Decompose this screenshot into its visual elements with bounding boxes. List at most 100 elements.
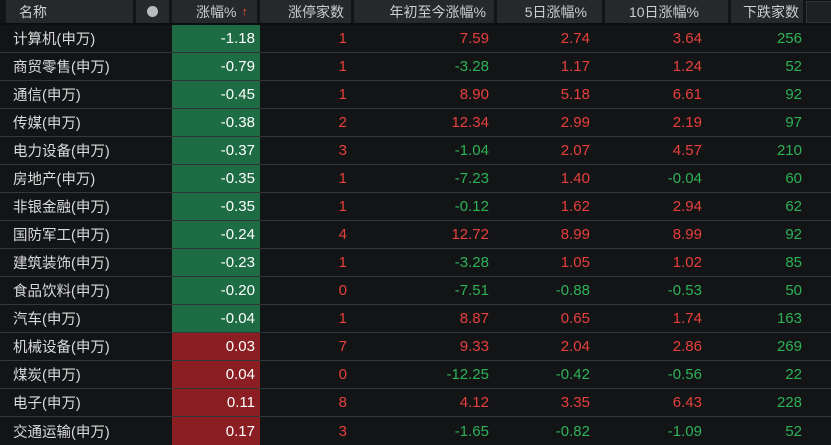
column-header-change-pct-label: 涨幅% [196,3,237,20]
gutter-cell [806,193,831,220]
ytd-change-pct-value: 8.90 [459,86,489,103]
sector-name: 电力设备(申万) [13,144,110,160]
ytd-change-pct-value: 7.59 [459,30,489,47]
marker-cell [136,221,172,248]
10day-change-pct-value: 8.99 [672,226,702,243]
decliner-count-value: 256 [776,30,802,47]
change-pct-value: -0.38 [172,109,260,136]
sector-name: 房地产(申万) [13,172,96,188]
marker-cell [136,389,172,416]
table-row[interactable]: 非银金融(申万) -0.35 1 -0.12 1.62 2.94 62 [0,193,831,221]
limit-up-count-value: 3 [338,422,347,440]
sector-name: 商贸零售(申万) [13,60,110,76]
gutter-cell [806,109,831,136]
table-row[interactable]: 煤炭(申万) 0.04 0 -12.25 -0.42 -0.56 22 [0,361,831,389]
column-header-5day-change-pct-label: 5日涨幅% [524,3,587,20]
10day-change-pct-value: 2.94 [672,198,702,215]
decliner-count-value: 269 [776,338,802,355]
change-pct-value: -1.18 [172,25,260,52]
5day-change-pct-value: 1.40 [560,170,590,187]
column-header-decliner-count[interactable]: 下跌家数 [731,0,806,23]
sector-name: 电子(申万) [13,396,81,412]
column-header-ytd-change-pct-label: 年初至今涨幅% [389,3,486,20]
column-header-decliner-count-label: 下跌家数 [743,3,799,20]
5day-change-pct-value: 2.99 [560,114,590,131]
column-header-ytd-change-pct[interactable]: 年初至今涨幅% [354,0,497,23]
table-row[interactable]: 计算机(申万) -1.18 1 7.59 2.74 3.64 256 [0,25,831,53]
column-header-limit-up-count-label: 涨停家数 [288,3,344,20]
gutter-cell [806,53,831,80]
table-body: 计算机(申万) -1.18 1 7.59 2.74 3.64 256 商贸零售(… [0,25,831,445]
table-row[interactable]: 传媒(申万) -0.38 2 12.34 2.99 2.19 97 [0,109,831,137]
10day-change-pct-value: -0.56 [667,366,702,383]
change-pct-value: 0.11 [172,389,260,416]
table-row[interactable]: 汽车(申万) -0.04 1 8.87 0.65 1.74 163 [0,305,831,333]
5day-change-pct-value: 8.99 [560,226,590,243]
change-pct-value: 0.03 [172,333,260,360]
table-row[interactable]: 房地产(申万) -0.35 1 -7.23 1.40 -0.04 60 [0,165,831,193]
table-row[interactable]: 电力设备(申万) -0.37 3 -1.04 2.07 4.57 210 [0,137,831,165]
marker-cell [136,361,172,388]
column-header-10day-change-pct[interactable]: 10日涨幅% [605,0,731,23]
sector-name: 交通运输(申万) [13,424,110,441]
column-header-name[interactable]: 名称 [0,0,136,23]
table-row[interactable]: 交通运输(申万) 0.17 3 -1.65 -0.82 -1.09 52 [0,417,831,445]
5day-change-pct-value: 1.05 [560,254,590,271]
sector-name: 建筑装饰(申万) [13,256,110,272]
limit-up-count-value: 2 [338,114,347,131]
change-pct-value: 0.04 [172,361,260,388]
table-row[interactable]: 商贸零售(申万) -0.79 1 -3.28 1.17 1.24 52 [0,53,831,81]
marker-cell [136,305,172,332]
limit-up-count-value: 1 [338,198,347,215]
ytd-change-pct-value: 9.33 [459,338,489,355]
table-row[interactable]: 建筑装饰(申万) -0.23 1 -3.28 1.05 1.02 85 [0,249,831,277]
limit-up-count-value: 8 [338,394,347,411]
decliner-count-value: 228 [776,394,802,411]
10day-change-pct-value: -0.04 [667,170,702,187]
change-pct-value: -0.79 [172,53,260,80]
sort-ascending-icon: ↑ [241,4,249,19]
limit-up-count-value: 0 [338,366,347,383]
sector-name: 传媒(申万) [13,116,81,132]
limit-up-count-value: 4 [338,226,347,243]
gutter-cell [806,361,831,388]
decliner-count-value: 92 [785,86,802,103]
table-header-row: 名称 ● 涨幅% ↑ 涨停家数 年初至今涨幅% 5日涨幅% 10日涨幅% 下跌家… [0,0,831,25]
decliner-count-value: 50 [785,282,802,299]
limit-up-count-value: 0 [338,282,347,299]
5day-change-pct-value: 2.04 [560,338,590,355]
ytd-change-pct-value: -12.25 [446,366,489,383]
column-header-limit-up-count[interactable]: 涨停家数 [260,0,354,23]
column-header-5day-change-pct[interactable]: 5日涨幅% [497,0,605,23]
marker-cell [136,25,172,52]
sector-name: 汽车(申万) [13,312,81,328]
marker-cell [136,165,172,192]
10day-change-pct-value: 6.61 [672,86,702,103]
sector-name: 计算机(申万) [13,32,96,48]
decliner-count-value: 22 [785,366,802,383]
table-row[interactable]: 通信(申万) -0.45 1 8.90 5.18 6.61 92 [0,81,831,109]
gutter-cell [806,277,831,304]
10day-change-pct-value: 2.19 [672,114,702,131]
sector-name: 食品饮料(申万) [13,284,110,300]
5day-change-pct-value: 1.62 [560,198,590,215]
table-row[interactable]: 电子(申万) 0.11 8 4.12 3.35 6.43 228 [0,389,831,417]
decliner-count-value: 62 [785,198,802,215]
table-row[interactable]: 食品饮料(申万) -0.20 0 -7.51 -0.88 -0.53 50 [0,277,831,305]
column-header-marker[interactable]: ● [136,0,172,23]
10day-change-pct-value: -1.09 [667,422,702,440]
table-row[interactable]: 机械设备(申万) 0.03 7 9.33 2.04 2.86 269 [0,333,831,361]
table-row[interactable]: 国防军工(申万) -0.24 4 12.72 8.99 8.99 92 [0,221,831,249]
gutter-cell [806,137,831,164]
5day-change-pct-value: 2.74 [560,30,590,47]
gutter-cell [806,417,831,445]
column-header-change-pct[interactable]: 涨幅% ↑ [172,0,260,23]
change-pct-value: -0.35 [172,165,260,192]
10day-change-pct-value: 2.86 [672,338,702,355]
decliner-count-value: 60 [785,170,802,187]
5day-change-pct-value: 2.07 [560,142,590,159]
column-header-10day-change-pct-label: 10日涨幅% [628,3,699,20]
sector-name: 国防军工(申万) [13,228,110,244]
change-pct-value: -0.35 [172,193,260,220]
limit-up-count-value: 1 [338,170,347,187]
